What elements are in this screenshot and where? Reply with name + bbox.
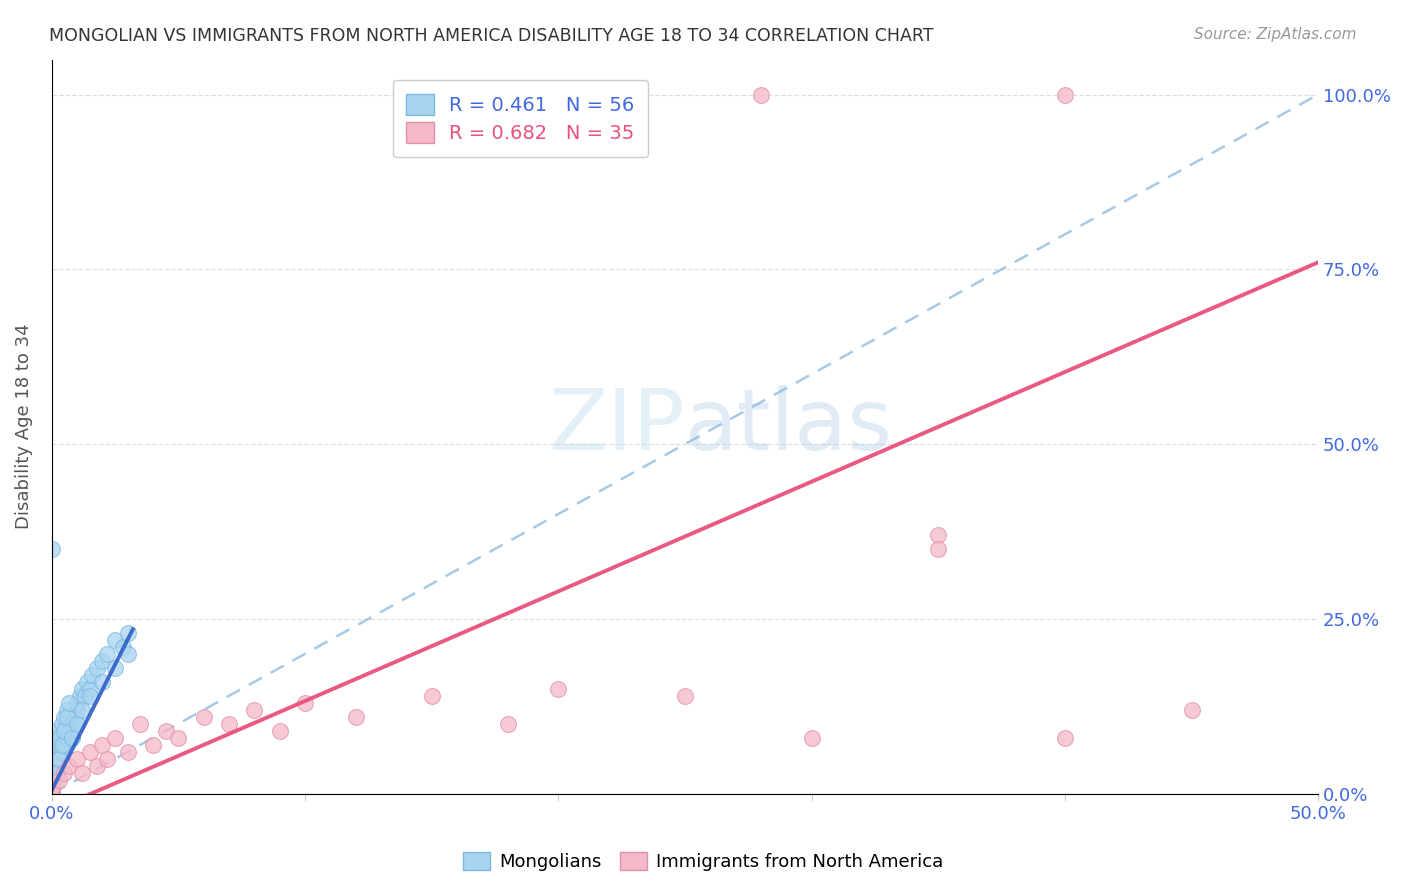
Point	[167, 731, 190, 745]
Point	[96, 752, 118, 766]
Point	[70, 703, 93, 717]
Point	[344, 710, 367, 724]
Text: Source: ZipAtlas.com: Source: ZipAtlas.com	[1194, 27, 1357, 42]
Point	[48, 752, 70, 766]
Legend: Mongolians, Immigrants from North America: Mongolians, Immigrants from North Americ…	[456, 845, 950, 879]
Point	[41, 783, 63, 797]
Point	[41, 752, 63, 766]
Point	[44, 758, 66, 772]
Point	[45, 758, 67, 772]
Point	[56, 703, 79, 717]
Point	[927, 541, 949, 556]
Point	[41, 787, 63, 801]
Point	[1053, 731, 1076, 745]
Point	[749, 87, 772, 102]
Point	[41, 787, 63, 801]
Point	[117, 626, 139, 640]
Point	[800, 731, 823, 745]
Point	[294, 696, 316, 710]
Point	[91, 674, 114, 689]
Point	[79, 681, 101, 696]
Legend: R = 0.461   N = 56, R = 0.682   N = 35: R = 0.461 N = 56, R = 0.682 N = 35	[392, 80, 648, 157]
Point	[91, 738, 114, 752]
Point	[51, 745, 73, 759]
Text: MONGOLIAN VS IMMIGRANTS FROM NORTH AMERICA DISABILITY AGE 18 TO 34 CORRELATION C: MONGOLIAN VS IMMIGRANTS FROM NORTH AMERI…	[49, 27, 934, 45]
Point	[117, 745, 139, 759]
Point	[58, 723, 80, 738]
Point	[104, 632, 127, 647]
Point	[117, 647, 139, 661]
Text: ZIP: ZIP	[548, 385, 685, 468]
Point	[420, 689, 443, 703]
Point	[66, 752, 89, 766]
Point	[41, 765, 63, 780]
Point	[66, 696, 89, 710]
Point	[51, 738, 73, 752]
Point	[53, 710, 76, 724]
Point	[193, 710, 215, 724]
Point	[41, 541, 63, 556]
Point	[44, 772, 66, 787]
Point	[41, 783, 63, 797]
Point	[48, 752, 70, 766]
Text: atlas: atlas	[685, 385, 893, 468]
Point	[44, 745, 66, 759]
Point	[269, 723, 291, 738]
Point	[41, 772, 63, 787]
Point	[73, 689, 96, 703]
Point	[70, 681, 93, 696]
Point	[86, 661, 108, 675]
Point	[104, 661, 127, 675]
Point	[111, 640, 134, 654]
Point	[129, 716, 152, 731]
Point	[45, 765, 67, 780]
Point	[41, 745, 63, 759]
Point	[66, 703, 89, 717]
Point	[79, 689, 101, 703]
Point	[45, 738, 67, 752]
Point	[1053, 87, 1076, 102]
Point	[91, 654, 114, 668]
Point	[41, 758, 63, 772]
Point	[496, 716, 519, 731]
Point	[63, 710, 86, 724]
Point	[79, 745, 101, 759]
Point	[69, 689, 91, 703]
Point	[51, 716, 73, 731]
Point	[155, 723, 177, 738]
Point	[41, 780, 63, 794]
Point	[41, 780, 63, 794]
Point	[41, 787, 63, 801]
Point	[56, 710, 79, 724]
Point	[48, 772, 70, 787]
Point	[60, 731, 83, 745]
Point	[45, 723, 67, 738]
Point	[927, 528, 949, 542]
Point	[104, 731, 127, 745]
Point	[673, 689, 696, 703]
Point	[70, 765, 93, 780]
Point	[1180, 703, 1202, 717]
Point	[56, 731, 79, 745]
Point	[142, 738, 165, 752]
Point	[218, 716, 240, 731]
Point	[48, 731, 70, 745]
Point	[53, 723, 76, 738]
Point	[76, 674, 98, 689]
Point	[547, 681, 569, 696]
Point	[41, 780, 63, 794]
Point	[44, 731, 66, 745]
Point	[58, 758, 80, 772]
Point	[86, 758, 108, 772]
Point	[243, 703, 266, 717]
Point	[58, 696, 80, 710]
Point	[66, 716, 89, 731]
Point	[53, 765, 76, 780]
Point	[60, 716, 83, 731]
Point	[53, 738, 76, 752]
Y-axis label: Disability Age 18 to 34: Disability Age 18 to 34	[15, 324, 32, 530]
Point	[82, 668, 104, 682]
Point	[96, 647, 118, 661]
